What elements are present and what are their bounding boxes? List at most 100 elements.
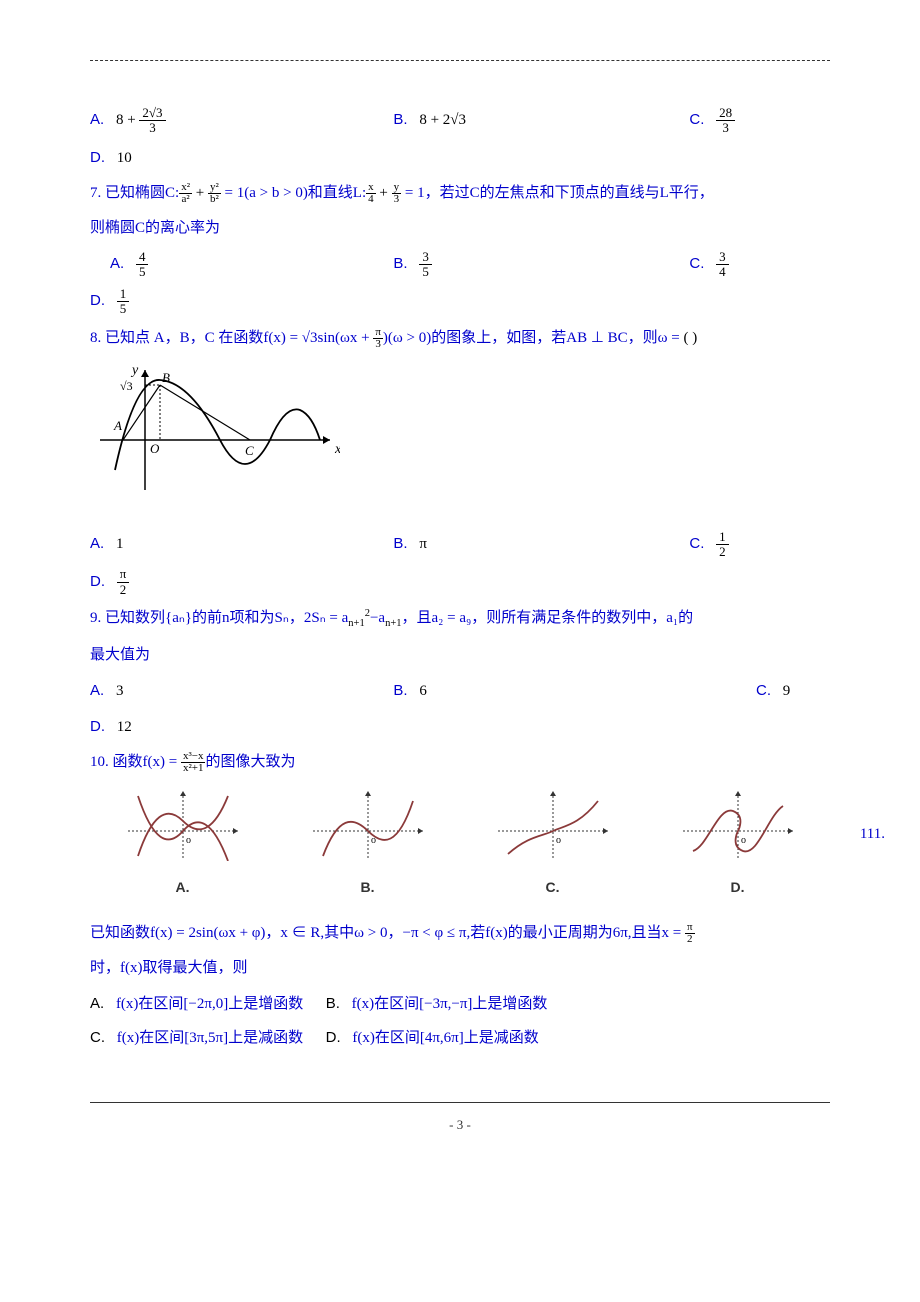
q11-choices: A. f(x)在区间[−2π,0]上是增函数 B. f(x)在区间[−3π,−π… xyxy=(90,990,830,1052)
q9-mid: −a xyxy=(370,610,385,626)
svg-text:o: o xyxy=(556,835,561,846)
q8-fn: π xyxy=(373,327,383,338)
q11-a-label: A. xyxy=(90,995,104,1012)
q7-e2a: x xyxy=(366,182,376,193)
page-number: - 3 - xyxy=(90,1113,830,1136)
q6-d-label: D. xyxy=(90,149,105,166)
q6-a-den: 3 xyxy=(139,120,165,135)
q6-c-val: 283 xyxy=(716,106,735,136)
q9-opt-c: C. 9 xyxy=(756,677,830,705)
q6-c-num: 28 xyxy=(716,106,735,120)
q7-e1d: b² xyxy=(208,193,221,205)
q10-graph-d-icon: o xyxy=(678,786,798,861)
q7-choices: A. 45 B. 35 C. 34 xyxy=(90,250,830,280)
q7-an: 4 xyxy=(136,250,149,264)
q7-opt-a: A. 45 xyxy=(90,250,393,280)
q10-graph-b-icon: o xyxy=(308,786,428,861)
q10-post: 的图像大致为 xyxy=(205,754,295,770)
q8-b-val: π xyxy=(419,536,427,552)
y-axis-label: y xyxy=(130,363,139,378)
q7-pre: 7. 已知椭圆C: xyxy=(90,185,179,201)
q7-bn: 3 xyxy=(419,250,432,264)
q6-a-num: 2√3 xyxy=(139,106,165,120)
q8-stem: 8. 已知点 A，B，C 在函数f(x) = √3sin(ωx + π3)(ω … xyxy=(90,325,830,352)
q10-trail: 111. xyxy=(860,821,885,848)
svg-text:o: o xyxy=(741,835,746,846)
q7-plus2: + xyxy=(376,185,392,201)
q7-e2c: y xyxy=(392,182,402,193)
q11-b-label: B. xyxy=(326,995,340,1012)
q11-fd: 2 xyxy=(685,933,695,945)
q7-c-label: C. xyxy=(689,255,704,272)
q10-label-a: A. xyxy=(123,875,243,900)
svg-text:o: o xyxy=(186,835,191,846)
q9-pre: 9. 已知数列{aₙ}的前n项和为Sₙ，2Sₙ = a xyxy=(90,610,348,626)
q7-opt-c: C. 34 xyxy=(689,250,830,280)
q8-c-label: C. xyxy=(689,535,704,552)
q9-s2: n+1 xyxy=(385,618,401,629)
q8-choices: A. 1 B. π C. 12 xyxy=(90,530,830,560)
q10-pre: 10. 函数f(x) = xyxy=(90,754,181,770)
q6-choices-row1: A. 8 + 2√33 B. 8 + 2√3 C. 283 xyxy=(90,106,830,136)
q7-stem: 7. 已知椭圆C:x²a² + y²b² = 1(a > b > 0)和直线L:… xyxy=(90,180,830,207)
q11-d-label: D. xyxy=(326,1029,341,1046)
q7-e2b: 4 xyxy=(366,193,376,205)
q7-plus1: + xyxy=(192,185,208,201)
q8-opt-a: A. 1 xyxy=(90,530,393,560)
svg-text:o: o xyxy=(371,835,376,846)
q11-stem-l2: 时，f(x)取得最大值，则 xyxy=(90,955,830,982)
q10-fd: x²+1 xyxy=(181,762,206,774)
q8-mid: )(ω > 0)的图象上，如图，若AB ⊥ BC，则ω = xyxy=(383,330,684,346)
q7-bd: 5 xyxy=(419,264,432,279)
q9-stem: 9. 已知数列{aₙ}的前n项和为Sₙ，2Sₙ = an+12−an+1，且a₂… xyxy=(90,605,830,634)
q9-a-val: 3 xyxy=(116,683,124,699)
pt-c-label: C xyxy=(245,443,254,458)
q11-row-ab: A. f(x)在区间[−2π,0]上是增函数 B. f(x)在区间[−3π,−π… xyxy=(90,990,830,1018)
q11-d-val: f(x)在区间[4π,6π]上是减函数 xyxy=(352,1030,538,1046)
q7-e1c: y² xyxy=(208,182,221,193)
q7-dd: 5 xyxy=(117,301,130,316)
q9-b-val: 6 xyxy=(419,683,427,699)
q8-opt-b: B. π xyxy=(393,530,689,560)
q11-b-val: f(x)在区间[−3π,−π]上是增函数 xyxy=(352,996,548,1012)
q10-fn: x³−x xyxy=(181,751,206,762)
q6-b-label: B. xyxy=(393,111,407,128)
origin-label: O xyxy=(150,441,160,456)
q9-cond: ，且a₂ = a₉，则所有满足条件的数列中，a₁的 xyxy=(402,610,694,626)
q8-b-label: B. xyxy=(393,535,407,552)
q10-opt-d: o D. xyxy=(678,786,798,900)
q10-opt-b: o B. xyxy=(308,786,428,900)
q9-b-label: B. xyxy=(393,682,407,699)
q10-image-row: o A. o B. o C. o xyxy=(90,786,830,900)
header-rule xyxy=(90,60,830,61)
q7-eq1: = 1(a > b > 0)和直线L: xyxy=(221,185,366,201)
q7-cd: 4 xyxy=(716,264,729,279)
q7-a-label: A. xyxy=(110,255,124,272)
pt-a-label: A xyxy=(113,418,122,433)
q6-a-prefix: 8 + xyxy=(116,112,139,128)
q7-stem-l2: 则椭圆C的离心率为 xyxy=(90,215,830,242)
q8-paren: ( ) xyxy=(684,330,698,346)
q9-choices: A. 3 B. 6 C. 9 xyxy=(90,677,830,705)
q10-opt-c: o C. xyxy=(493,786,613,900)
q9-c-val: 9 xyxy=(783,683,791,699)
q6-opt-b: B. 8 + 2√3 xyxy=(393,106,689,136)
q8-pre: 8. 已知点 A，B，C 在函数f(x) = √3sin(ωx + xyxy=(90,330,373,346)
q10-graph-a-icon: o xyxy=(123,786,243,861)
q9-opt-a: A. 3 xyxy=(90,677,393,705)
q7-e2d: 3 xyxy=(392,193,402,205)
q11-c-val: f(x)在区间[3π,5π]上是减函数 xyxy=(117,1030,303,1046)
q9-c-label: C. xyxy=(756,682,771,699)
q8-d-label: D. xyxy=(90,573,105,590)
q6-b-val: 8 + 2√3 xyxy=(419,112,466,128)
q11-a-val: f(x)在区间[−2π,0]上是增函数 xyxy=(116,996,303,1012)
q11-fn: π xyxy=(685,922,695,933)
q7-opt-b: B. 35 xyxy=(393,250,689,280)
q7-b-label: B. xyxy=(393,255,407,272)
q9-a-label: A. xyxy=(90,682,104,699)
sine-graph-icon: x y O A B C √3 xyxy=(90,360,340,500)
q6-opt-c: C. 283 xyxy=(689,106,830,136)
q6-d-val: 10 xyxy=(117,150,132,166)
q11-row-cd: C. f(x)在区间[3π,5π]上是减函数 D. f(x)在区间[4π,6π]… xyxy=(90,1024,830,1052)
q8-graph: x y O A B C √3 xyxy=(90,360,830,510)
